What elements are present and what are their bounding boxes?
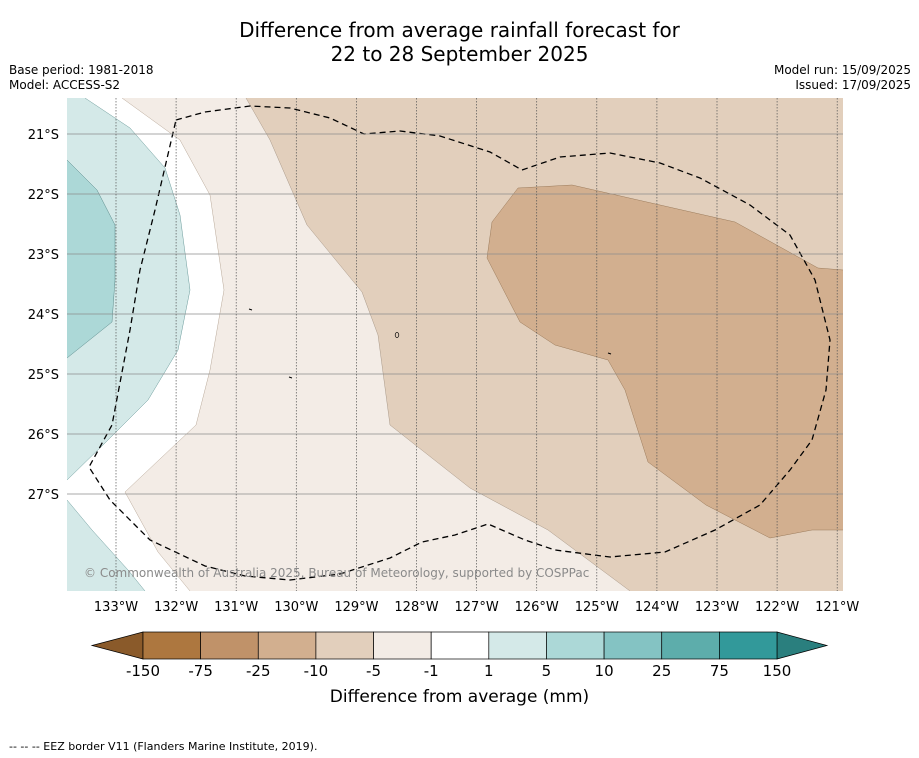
- colorbar: -150 -75 -25 -10 -5 -1 1 5 10 25 75 150: [90, 631, 829, 680]
- info-left: Base period: 1981-2018 Model: ACCESS-S2: [9, 63, 154, 93]
- lat-label: 21°S: [28, 128, 59, 143]
- colorbar-tick-label: -10: [304, 662, 329, 680]
- colorbar-tick-label: -150: [126, 662, 160, 680]
- lat-label: 25°S: [28, 368, 59, 383]
- base-period: Base period: 1981-2018: [9, 63, 154, 77]
- longitude-labels: 133°W 132°W 131°W 130°W 129°W 128°W 127°W 126°W…: [94, 600, 860, 615]
- lon-label: 125°W: [575, 600, 619, 615]
- lon-label: 132°W: [154, 600, 198, 615]
- lon-label: 123°W: [695, 600, 739, 615]
- colorbar-segment: [719, 631, 778, 660]
- colorbar-tick-label: 10: [595, 662, 614, 680]
- colorbar-segment: [373, 631, 432, 660]
- issued-date: Issued: 17/09/2025: [795, 78, 911, 92]
- colorbar-tick-label: 1: [484, 662, 494, 680]
- colorbar-tick-label: 25: [652, 662, 671, 680]
- colorbar-segment: [142, 631, 201, 660]
- colorbar-tick-label: -75: [188, 662, 213, 680]
- graticule: [67, 98, 843, 591]
- contour-band-plus1-plus5-south: [67, 500, 145, 591]
- colorbar-segment: [430, 631, 490, 660]
- lon-label: 122°W: [755, 600, 799, 615]
- colorbar-tick-label: 5: [542, 662, 552, 680]
- lat-label: 22°S: [28, 188, 59, 203]
- lon-label: 121°W: [815, 600, 859, 615]
- lon-label: 124°W: [635, 600, 679, 615]
- lon-label: 133°W: [94, 600, 138, 615]
- title-line-2: 22 to 28 September 2025: [330, 42, 589, 66]
- colorbar-segment: [546, 631, 605, 660]
- colorbar-segment: [488, 631, 547, 660]
- lon-label: 126°W: [515, 600, 559, 615]
- eez-border: [88, 105, 831, 581]
- model-run: Model run: 15/09/2025: [773, 63, 911, 77]
- latitude-labels: 21°S 22°S 23°S 24°S 25°S 26°S 27°S: [28, 128, 59, 503]
- lon-label: 127°W: [455, 600, 499, 615]
- footnote: -- -- -- EEZ border V11 (Flanders Marine…: [9, 740, 318, 753]
- colorbar-segment: [257, 631, 317, 660]
- lon-label: 128°W: [394, 600, 438, 615]
- colorbar-extend-low: [90, 631, 144, 660]
- colorbar-extend-high: [776, 631, 829, 660]
- lon-label: 131°W: [214, 600, 258, 615]
- lon-label: 130°W: [274, 600, 318, 615]
- colorbar-segment: [603, 631, 663, 660]
- colorbar-title: Difference from average (mm): [329, 687, 590, 707]
- info-right: Model run: 15/09/2025 Issued: 17/09/2025: [774, 63, 911, 93]
- copyright-notice: © Commonwealth of Australia 2025, Bureau…: [84, 566, 589, 580]
- colorbar-tick-label: -1: [424, 662, 439, 680]
- rainfall-contours: [67, 98, 843, 591]
- contour-band-plus5-plus10: [67, 160, 115, 358]
- chart-title: Difference from average rainfall forecas…: [0, 18, 919, 66]
- lon-label: 129°W: [334, 600, 378, 615]
- title-line-1: Difference from average rainfall forecas…: [239, 18, 680, 42]
- model-name: Model: ACCESS-S2: [9, 78, 121, 92]
- lat-label: 26°S: [28, 428, 59, 443]
- colorbar-tick-label: -5: [366, 662, 381, 680]
- lat-label: 27°S: [28, 488, 59, 503]
- colorbar-segment: [661, 631, 720, 660]
- lat-label: 23°S: [28, 248, 59, 263]
- lat-label: 24°S: [28, 308, 59, 323]
- colorbar-tick-label: -25: [246, 662, 271, 680]
- colorbar-tick-label: 150: [763, 662, 792, 680]
- colorbar-segment: [200, 631, 259, 660]
- contour-band-minus10-minus25: [487, 185, 843, 538]
- colorbar-tick-label: 75: [710, 662, 729, 680]
- colorbar-segment: [315, 631, 374, 660]
